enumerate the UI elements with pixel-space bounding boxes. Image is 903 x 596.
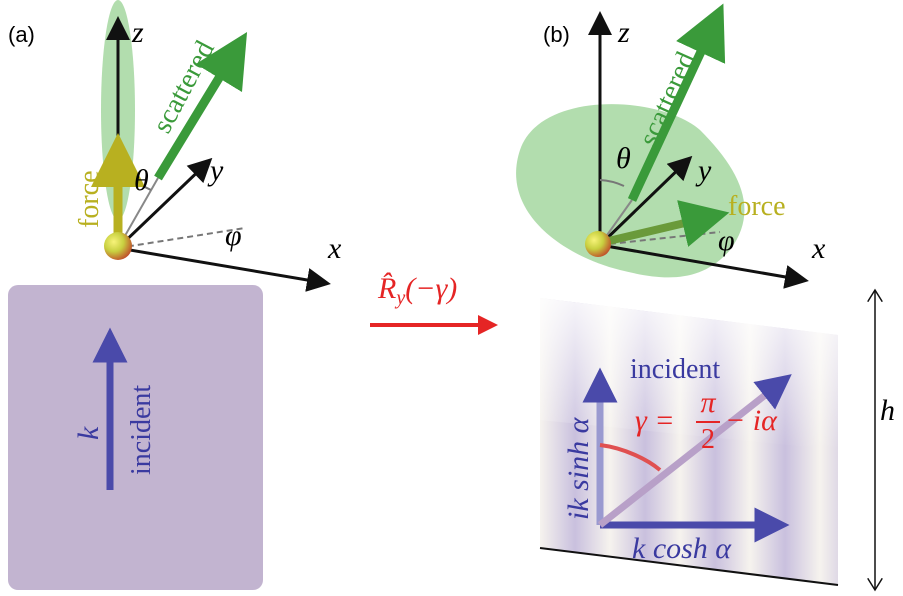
phi-label: φ xyxy=(718,224,735,257)
gamma-arc xyxy=(599,443,662,472)
plane-fade xyxy=(540,298,838,450)
wave-plane xyxy=(8,285,263,590)
x-label: x xyxy=(811,232,826,265)
horizontal-label: k cosh α xyxy=(632,532,732,565)
height-label: h xyxy=(880,394,895,427)
x-label: x xyxy=(327,232,342,265)
operator: R̂ xyxy=(377,272,396,305)
panel-label: (b) xyxy=(543,22,570,47)
panel-label: (a) xyxy=(8,22,35,47)
particle xyxy=(585,231,611,257)
x-axis xyxy=(117,246,331,292)
force-label: force xyxy=(74,170,105,228)
gamma-numerator: π xyxy=(700,386,716,419)
z-label: z xyxy=(131,16,144,49)
y-axis xyxy=(116,157,213,250)
gamma-lhs: γ = xyxy=(635,404,675,437)
gamma-denominator: 2 xyxy=(701,424,715,455)
theta-arc xyxy=(599,179,625,187)
y-label: y xyxy=(207,154,224,187)
y-axis xyxy=(598,155,693,247)
subscript: y xyxy=(394,287,405,309)
y-label: y xyxy=(695,154,712,187)
k-label: k xyxy=(72,426,105,440)
wavevector xyxy=(597,374,792,528)
force-label: force xyxy=(728,191,786,222)
scattered-arrow xyxy=(627,3,726,202)
projection xyxy=(117,227,246,249)
plane-edge xyxy=(539,547,839,586)
transform: R̂y(−γ) xyxy=(370,272,498,335)
incident-label: incident xyxy=(126,385,157,475)
incident-label: incident xyxy=(630,354,720,385)
phi-label: φ xyxy=(225,219,242,252)
panel-b: (b) z x y θ φ scattered force incident γ… xyxy=(516,3,895,590)
particle xyxy=(104,232,132,260)
theta-label: θ xyxy=(616,142,631,175)
transform-label: R̂y(−γ) xyxy=(377,272,457,309)
argument: (−γ) xyxy=(405,272,457,305)
scattered-arrow xyxy=(154,31,248,181)
vertical-label: ik sinh α xyxy=(562,416,595,520)
force-arrow xyxy=(599,200,730,247)
panel-a: (a) z x y θ φ scattered force k incident xyxy=(8,0,342,590)
z-label: z xyxy=(617,16,630,49)
gamma-rest: − iα xyxy=(725,404,778,437)
x-axis xyxy=(599,243,809,289)
theta-label: θ xyxy=(134,164,149,197)
